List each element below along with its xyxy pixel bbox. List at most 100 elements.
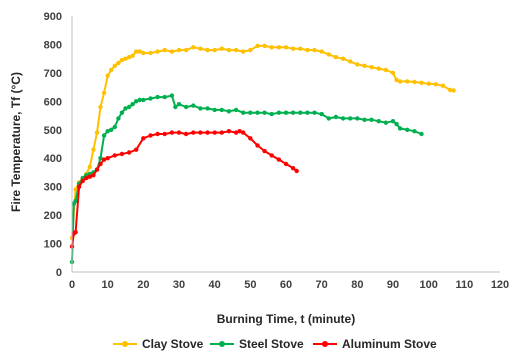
- data-point-clay-stove: [276, 45, 282, 50]
- x-tick-label: 40: [209, 279, 221, 291]
- data-point-clay-stove: [205, 47, 210, 53]
- data-point-steel-stove: [116, 116, 121, 121]
- data-point-clay-stove: [333, 55, 339, 60]
- data-point-steel-stove: [112, 124, 118, 130]
- data-point-steel-stove: [134, 99, 139, 104]
- y-tick-label: 900: [44, 11, 62, 23]
- data-point-clay-stove: [226, 47, 232, 53]
- data-point-steel-stove: [162, 94, 167, 100]
- data-point-clay-stove: [255, 43, 260, 49]
- data-point-clay-stove: [426, 81, 431, 86]
- data-point-clay-stove: [141, 50, 146, 56]
- data-point-steel-stove: [383, 120, 389, 125]
- data-point-aluminum-stove: [91, 173, 96, 178]
- data-point-clay-stove: [319, 49, 324, 54]
- y-tick-labels: 0 100 200 300 400 500 600 700 800 900: [44, 11, 62, 279]
- data-point-clay-stove: [390, 70, 396, 76]
- data-point-steel-stove: [109, 127, 114, 132]
- legend-label: Steel Stove: [239, 337, 304, 351]
- data-point-clay-stove: [451, 88, 456, 93]
- data-point-clay-stove: [433, 82, 438, 87]
- data-point-clay-stove: [134, 49, 139, 54]
- data-point-aluminum-stove: [226, 129, 232, 134]
- data-point-steel-stove: [98, 156, 103, 161]
- data-point-aluminum-stove: [76, 184, 82, 189]
- data-point-clay-stove: [362, 63, 367, 68]
- data-point-steel-stove: [369, 117, 374, 123]
- data-point-clay-stove: [355, 62, 360, 67]
- data-point-clay-stove: [105, 73, 110, 78]
- data-point-steel-stove: [397, 126, 403, 131]
- data-point-steel-stove: [169, 93, 175, 98]
- axes: [71, 16, 500, 273]
- data-point-aluminum-stove: [162, 131, 167, 137]
- data-point-clay-stove: [219, 46, 224, 51]
- data-point-steel-stove: [105, 129, 110, 134]
- data-point-steel-stove: [101, 133, 107, 138]
- legend-label: Aluminum Stove: [342, 337, 437, 351]
- series-clay-stove: [69, 43, 456, 241]
- data-point-clay-stove: [376, 66, 381, 71]
- y-axis-title: Fire Temperature, Tf (°C): [9, 72, 23, 212]
- data-point-aluminum-stove: [155, 131, 160, 137]
- data-point-aluminum-stove: [87, 174, 93, 179]
- data-point-steel-stove: [319, 111, 324, 117]
- y-tick-label: 500: [44, 125, 62, 137]
- legend-label: Clay Stove: [142, 337, 204, 351]
- data-point-clay-stove: [119, 57, 125, 63]
- data-point-aluminum-stove: [98, 161, 103, 167]
- x-tick-label: 110: [455, 279, 473, 291]
- data-point-aluminum-stove: [191, 130, 196, 135]
- data-point-aluminum-stove: [255, 143, 260, 148]
- data-point-clay-stove: [212, 47, 217, 53]
- data-point-steel-stove: [362, 117, 367, 123]
- data-point-steel-stove: [340, 116, 346, 121]
- data-point-steel-stove: [212, 107, 217, 113]
- data-point-clay-stove: [394, 77, 399, 83]
- data-point-clay-stove: [290, 46, 296, 51]
- data-point-clay-stove: [269, 45, 274, 50]
- data-point-steel-stove: [376, 119, 381, 124]
- data-point-steel-stove: [419, 131, 424, 137]
- data-point-aluminum-stove: [119, 151, 125, 157]
- data-point-clay-stove: [87, 164, 93, 169]
- data-point-aluminum-stove: [169, 130, 175, 135]
- data-point-clay-stove: [155, 49, 160, 54]
- data-point-steel-stove: [233, 107, 239, 113]
- data-point-clay-stove: [162, 47, 167, 53]
- data-point-steel-stove: [219, 107, 224, 113]
- data-point-steel-stove: [283, 110, 289, 115]
- data-point-steel-stove: [348, 116, 353, 121]
- data-point-steel-stove: [326, 116, 331, 121]
- data-point-aluminum-stove: [126, 150, 132, 155]
- data-point-aluminum-stove: [212, 130, 217, 135]
- data-point-clay-stove: [233, 47, 239, 53]
- data-point-clay-stove: [112, 63, 118, 68]
- x-tick-label: 80: [351, 279, 363, 291]
- data-point-clay-stove: [126, 55, 132, 60]
- data-point-steel-stove: [290, 110, 296, 115]
- legend-item: Aluminum Stove: [313, 337, 437, 351]
- data-point-clay-stove: [241, 49, 246, 54]
- legend-marker: [122, 341, 128, 347]
- data-point-clay-stove: [91, 147, 96, 152]
- data-point-steel-stove: [333, 114, 339, 120]
- data-point-steel-stove: [255, 110, 260, 115]
- data-point-aluminum-stove: [134, 147, 139, 152]
- data-point-aluminum-stove: [233, 130, 239, 135]
- data-point-clay-stove: [412, 79, 417, 85]
- data-point-steel-stove: [148, 96, 153, 101]
- y-tick-label: 600: [44, 96, 62, 108]
- series-aluminum-stove: [69, 129, 299, 249]
- data-point-aluminum-stove: [262, 148, 267, 154]
- data-point-aluminum-stove: [112, 153, 118, 158]
- data-point-steel-stove: [269, 111, 274, 117]
- y-tick-label: 300: [44, 182, 62, 194]
- data-point-clay-stove: [98, 104, 103, 110]
- data-point-clay-stove: [326, 52, 331, 57]
- data-point-steel-stove: [176, 102, 182, 107]
- data-point-aluminum-stove: [205, 130, 210, 135]
- data-point-clay-stove: [148, 50, 153, 56]
- data-point-aluminum-stove: [276, 157, 282, 162]
- data-point-steel-stove: [262, 110, 267, 115]
